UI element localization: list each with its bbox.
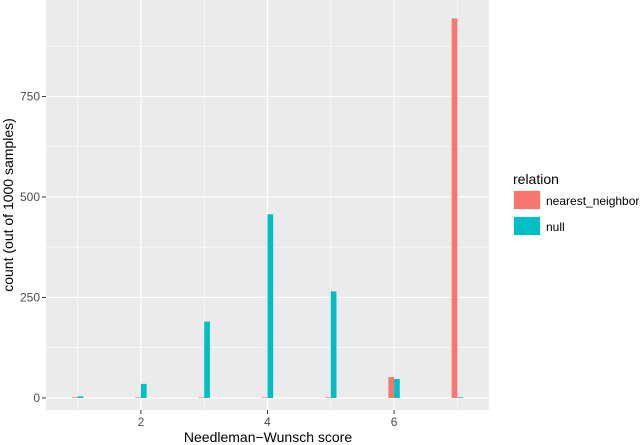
bar-null (330, 291, 337, 398)
bar-nearest-neighbor (198, 397, 205, 398)
legend-swatch-nearest-neighbor (514, 191, 540, 209)
x-tick-label: 6 (391, 415, 398, 429)
y-tick-label: 500 (20, 190, 40, 204)
x-tick-label: 4 (264, 415, 271, 429)
bar-null (394, 379, 400, 398)
x-tick-label: 2 (138, 415, 145, 429)
bar-nearest-neighbor (71, 397, 78, 398)
bar-null (267, 214, 274, 398)
bar-nearest-neighbor (388, 377, 395, 398)
y-axis: 0 250 500 750 (20, 89, 46, 405)
legend-label-null: null (546, 220, 565, 234)
legend-title: relation (513, 171, 559, 187)
legend: relation nearest_neighbor null (513, 171, 639, 236)
bar-nearest-neighbor (261, 397, 268, 398)
legend-swatch-null (514, 217, 540, 235)
legend-item-null: null (513, 216, 565, 236)
y-tick-label: 250 (20, 290, 40, 304)
bars (71, 18, 464, 398)
legend-item-nearest-neighbor: nearest_neighbor (513, 190, 639, 210)
bar-null (77, 396, 84, 398)
bar-nearest-neighbor (135, 397, 141, 398)
bar-null (457, 397, 464, 398)
x-axis: 2 4 6 (138, 410, 398, 429)
x-axis-title: Needleman−Wunsch score (184, 429, 352, 445)
y-tick-label: 750 (20, 89, 40, 103)
y-axis-title: count (out of 1000 samples) (0, 118, 16, 292)
y-tick-label: 0 (33, 391, 40, 405)
bar-nearest-neighbor (451, 18, 458, 398)
bar-nearest-neighbor (325, 397, 331, 398)
bar-null (140, 383, 147, 398)
legend-label-nearest-neighbor: nearest_neighbor (546, 194, 639, 208)
bar-null (204, 321, 210, 398)
